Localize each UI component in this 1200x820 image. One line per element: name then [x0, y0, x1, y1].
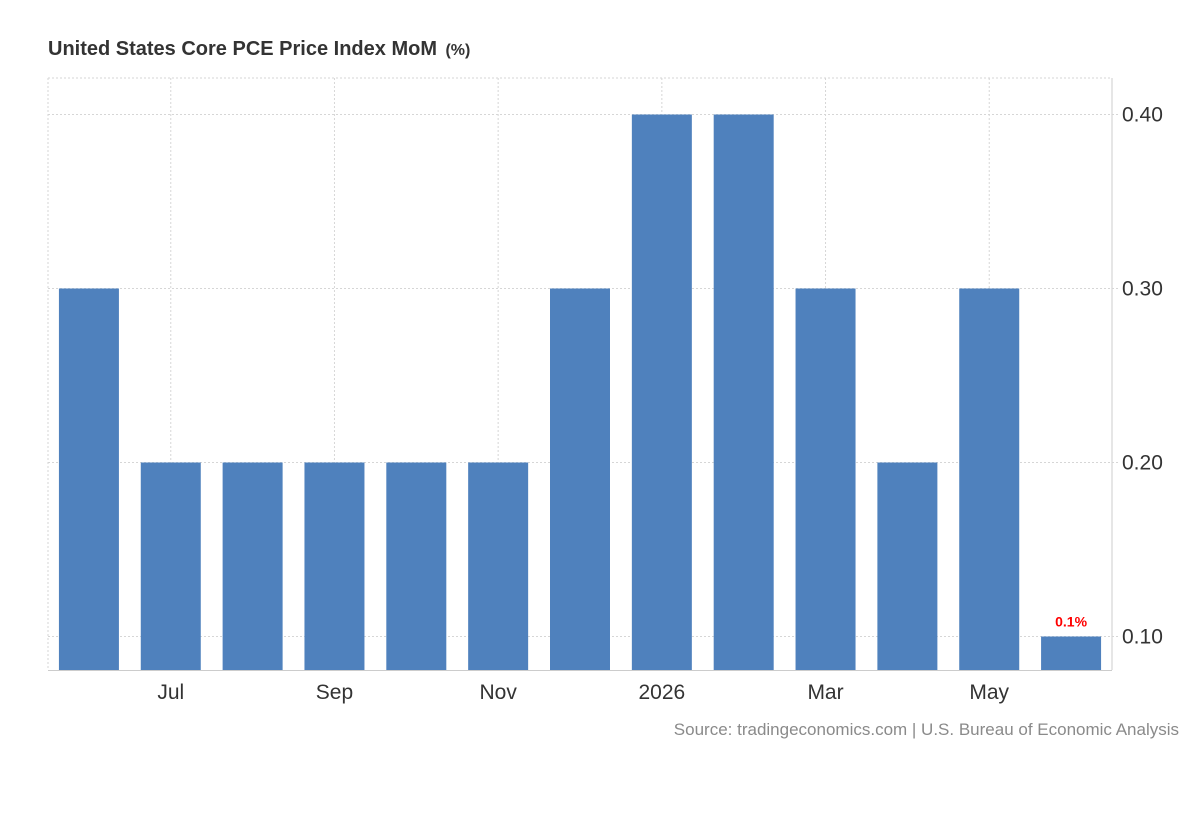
x-tick-label: May [969, 681, 1009, 704]
bar [140, 462, 201, 670]
bar [959, 288, 1020, 670]
x-tick-label: Jul [157, 681, 184, 704]
y-tick-label: 0.40 [1122, 104, 1163, 127]
bar [386, 462, 447, 670]
bar [550, 288, 610, 670]
x-tick-label: Mar [807, 681, 843, 704]
y-tick-label: 0.20 [1122, 452, 1163, 475]
bar [222, 462, 283, 670]
bar [58, 288, 119, 670]
source-note: Source: tradingeconomics.com | U.S. Bure… [673, 720, 1179, 739]
bar [877, 462, 938, 670]
bar [795, 288, 856, 670]
bar [304, 462, 365, 670]
bar [1041, 636, 1102, 670]
x-tick-label: Nov [479, 681, 517, 704]
labels-layer: 0.10 0.20 0.30 0.40 Jul Sep Nov 2026 Mar May 0.1% [157, 104, 1163, 705]
y-tick-label: 0.30 [1122, 278, 1163, 301]
last-value-label: 0.1% [1055, 614, 1087, 630]
bar [713, 114, 774, 670]
x-tick-label: 2026 [638, 681, 685, 704]
bar [631, 114, 692, 670]
chart-title: United States Core PCE Price Index MoM [48, 38, 437, 60]
chart-title-row: United States Core PCE Price Index MoM (… [48, 38, 470, 61]
bar [468, 462, 529, 670]
x-tick-label: Sep [316, 681, 353, 704]
chart-title-unit: (%) [445, 42, 471, 59]
y-tick-label: 0.10 [1122, 626, 1163, 649]
bars-layer [58, 114, 1102, 670]
